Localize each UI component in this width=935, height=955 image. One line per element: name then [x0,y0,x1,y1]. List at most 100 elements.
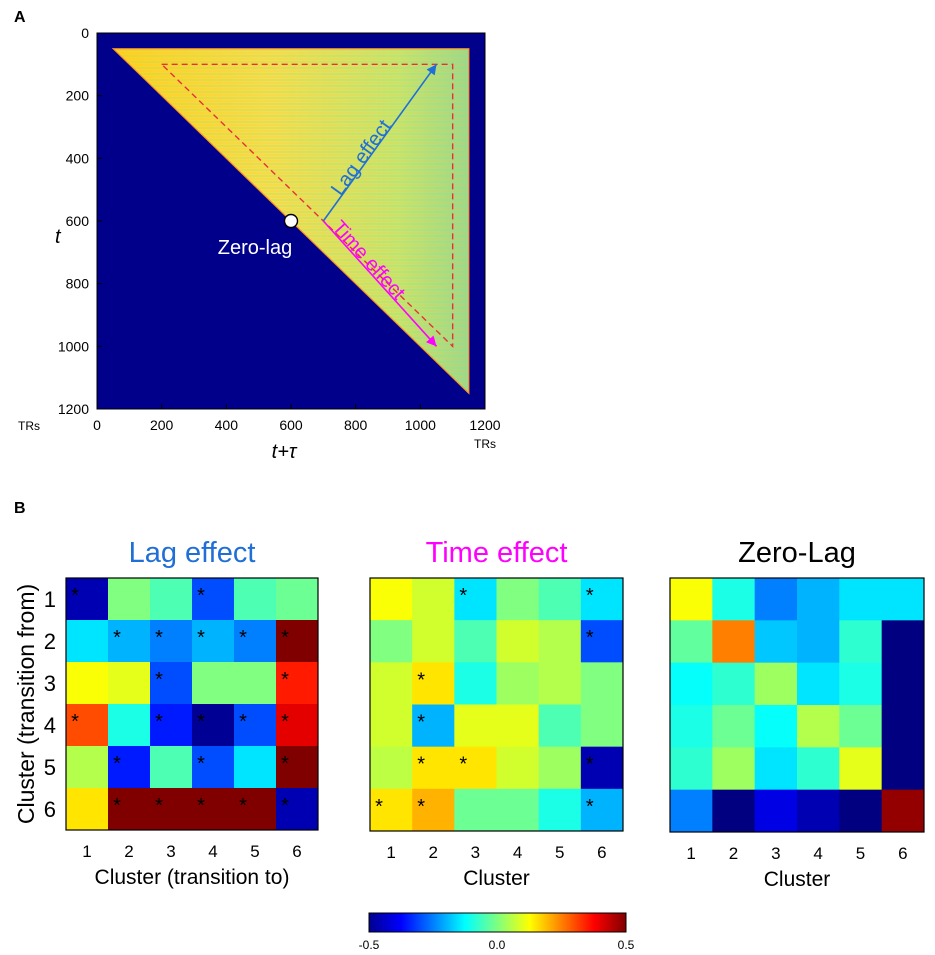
colorbar-max-label: 0.5 [618,938,635,952]
zero-lag-cell [797,705,840,748]
y-tick-label: 800 [66,276,90,292]
time-effect-significance-star: * [586,627,594,649]
lag-effect-cell [276,746,319,789]
zero-lag-cell [754,662,798,706]
time-effect-cell [370,704,413,748]
x-tick-label: 800 [344,417,368,433]
lag-effect-significance-star: * [197,795,205,817]
zero-lag-cell [670,789,713,833]
lag-effect-arrow-line [322,63,438,222]
lag-effect-significance-star: * [239,795,247,817]
y-tick-label: 1000 [58,338,89,354]
zero-lag-cell [712,705,756,748]
time-effect-significance-star: * [417,669,425,691]
zero-lag-x-tick-label: 3 [771,844,780,863]
lag-effect-cell [276,578,319,621]
time-effect-frame [369,577,624,832]
time-effect-cell [538,788,582,832]
time-effect-significance-star: * [417,754,425,776]
time-effect-significance-star: * [459,585,467,607]
zero-lag-x-tick-label: 5 [856,844,865,863]
zero-lag-cell [839,705,883,748]
time-effect-x-tick-label: 1 [386,843,395,862]
lag-effect-cell [150,620,193,663]
lag-effect-significance-star: * [113,795,121,817]
time-effect-xlabel: Cluster [463,867,530,890]
lag-effect-cell [192,746,235,789]
lag-effect-y-tick-label: 4 [44,713,56,738]
time-effect-x-tick-label: 4 [513,843,522,862]
zero-lag-cell [839,789,883,833]
lag-effect-cell [192,704,235,747]
zero-lag-cell [839,662,883,706]
time-effect-cell [370,746,413,790]
zero-lag-cell [712,620,756,664]
lag-effect-cell [66,788,109,831]
lag-effect-cell [276,788,319,831]
lag-effect-significance-star: * [281,753,289,775]
lag-effect-cell [192,578,235,621]
lag-effect-significance-star: * [155,669,163,691]
zero-lag-frame [669,577,925,833]
zero-lag-cell [797,789,840,833]
lag-effect-x-tick-label: 4 [208,842,217,861]
lag-effect-cell [192,620,235,663]
lag-effect-significance-star: * [113,753,121,775]
zero-lag-cell [797,620,840,664]
time-effect-cell [370,578,413,621]
zero-lag-cell [670,620,713,664]
lag-effect-significance-star: * [197,711,205,733]
lag-effect-cell [108,788,151,831]
zero-lag-x-tick-label: 1 [686,844,695,863]
lag-effect-y-tick-label: 6 [44,797,56,822]
zero-lag-cell [839,578,883,621]
lag-effect-significance-star: * [71,585,79,607]
time-effect-cell [454,746,497,790]
zero-lag-cell [712,578,756,621]
time-effect-cell [538,746,582,790]
lag-effect-cell [66,662,109,705]
lag-effect-cell [150,662,193,705]
lag-effect-frame [65,577,319,831]
y-tick-label: 600 [66,213,90,229]
lag-effect-significance-star: * [197,753,205,775]
zero-lag-x-tick-label: 2 [729,844,738,863]
zero-lag-cell [670,705,713,748]
lag-effect-significance-star: * [155,627,163,649]
lag-effect-x-tick-label: 2 [124,842,133,861]
dashed-triangle [159,63,454,348]
panel-b-heatmaps: Lag effect * * * * * * * * * * * * * * * * * * * * * * 1 2 3 4 5 6 1 2… [13,537,925,891]
lag-effect-cell [234,620,277,663]
lag-effect-cell [108,704,151,747]
lag-effect-x-tick-label: 3 [166,842,175,861]
time-effect-significance-star: * [586,754,594,776]
time-effect-cell [454,620,497,663]
time-effect-cell [412,704,455,748]
time-effect-significance-star: * [375,796,383,818]
time-effect-cell [496,578,540,621]
y-tick-label: 0 [81,25,89,41]
zero-lag-cell [881,747,925,791]
lag-effect-title: Lag effect [129,537,256,569]
zero-lag-cell [754,789,798,833]
lag-effect-y-tick-label: 1 [44,587,56,612]
lag-effect-cell [234,578,277,621]
zero-lag-title: Zero-Lag [738,537,856,569]
zero-lag-cell [839,620,883,664]
lag-effect-cell [150,788,193,831]
lag-effect-cell [108,620,151,663]
lag-effect-significance-star: * [113,627,121,649]
lag-effect-cell [234,788,277,831]
zero-lag-cell [881,578,925,621]
zero-lag-cell [754,705,798,748]
time-effect-cell [538,704,582,748]
lag-effect-x-tick-label: 6 [292,842,301,861]
time-effect-cell [580,662,624,705]
lag-effect-cell [234,662,277,705]
panel-a-xlabel: t+τ [272,441,298,463]
zero-lag-cell [881,620,925,664]
time-effect-cell [454,578,497,621]
time-effect-significance-star: * [417,796,425,818]
lag-effect-cell [66,620,109,663]
